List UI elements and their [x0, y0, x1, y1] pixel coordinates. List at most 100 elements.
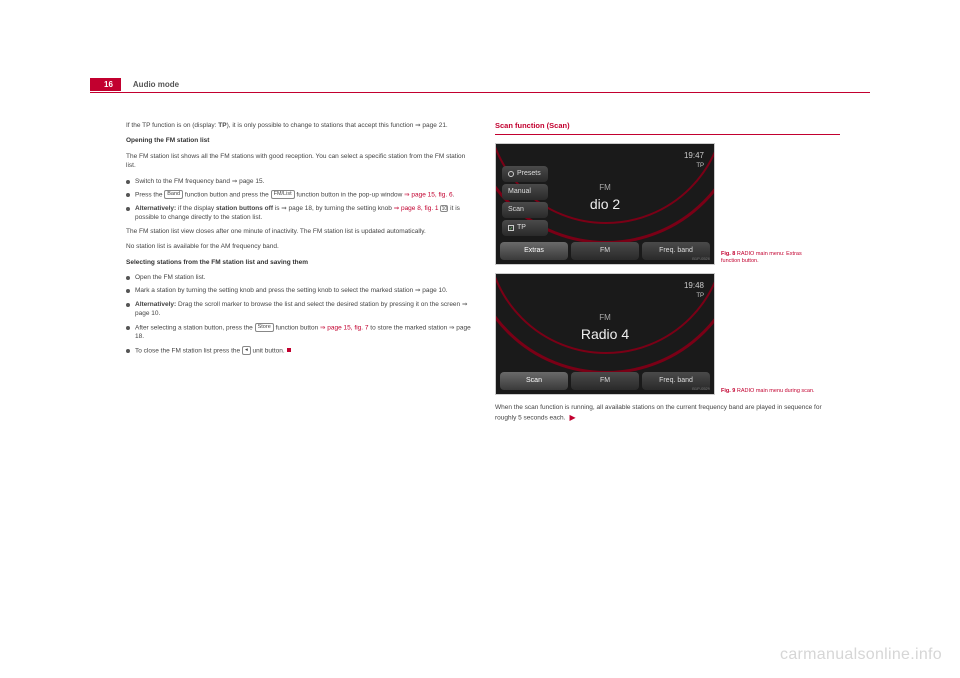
- tp-indicator: TP: [696, 162, 704, 171]
- clock: 19:48: [684, 280, 704, 292]
- band-button-label: Band: [164, 190, 183, 199]
- figure-code: B1P-0528: [692, 256, 710, 262]
- continue-arrow-icon: ▶: [569, 412, 575, 424]
- store-button-label: Store: [255, 323, 274, 332]
- scan-button[interactable]: Scan: [502, 202, 548, 218]
- fm-button[interactable]: FM: [571, 372, 639, 390]
- bullet-text: Switch to the FM frequency band ⇒ page 1…: [135, 177, 471, 186]
- radio-screen-fig8: 19:47 TP FM dio 2 Presets Manual Scan ✓T…: [495, 143, 715, 265]
- bullet-item: Open the FM station list.: [126, 273, 471, 282]
- intro-paragraph: If the TP function is on (display: TP), …: [126, 121, 471, 130]
- back-button-label: ◂: [242, 346, 251, 355]
- text: function button and press the: [183, 191, 270, 198]
- radio-screen-fig9: 19:48 TP FM Radio 4 Scan FM Freq. band B…: [495, 273, 715, 395]
- figure-number: Fig. 9: [721, 388, 735, 394]
- bottom-bar: Scan FM Freq. band: [500, 372, 710, 390]
- manual-button[interactable]: Manual: [502, 184, 548, 200]
- scan-section-heading: Scan function (Scan): [495, 121, 840, 135]
- watermark: carmanualsonline.info: [780, 646, 942, 664]
- bullet-item: After selecting a station button, press …: [126, 323, 471, 342]
- text: To close the FM station list press the: [135, 347, 242, 354]
- figure-number: Fig. 8: [721, 251, 735, 257]
- bullet-text: To close the FM station list press the ◂…: [135, 346, 471, 356]
- tp-button[interactable]: ✓TP: [502, 220, 548, 236]
- text: unit button.: [251, 347, 285, 354]
- extras-button[interactable]: Extras: [500, 242, 568, 260]
- paragraph: No station list is available for the AM …: [126, 242, 471, 251]
- fmlist-button-label: FM/List: [271, 190, 295, 199]
- left-column: If the TP function is on (display: TP), …: [126, 121, 471, 430]
- text: function button in the pop-up window: [295, 191, 405, 198]
- text-bold: Alternatively:: [135, 301, 176, 308]
- figure-8: 19:47 TP FM dio 2 Presets Manual Scan ✓T…: [495, 143, 840, 265]
- text: If the TP function is on (display:: [126, 122, 218, 129]
- bullet-item: Mark a station by turning the setting kn…: [126, 286, 471, 295]
- clock: 19:47: [684, 150, 704, 162]
- bullet-icon: [126, 207, 130, 211]
- bullet-item: Alternatively: if the display station bu…: [126, 204, 471, 223]
- figure-caption: Fig. 9 RADIO main menu during scan.: [721, 388, 817, 395]
- cross-ref: ⇒ page 8, fig. 1: [394, 205, 439, 212]
- header-rule: [90, 92, 870, 93]
- presets-button[interactable]: Presets: [502, 166, 548, 182]
- bullet-text: Press the Band function button and press…: [135, 190, 471, 200]
- figure-caption: Fig. 8 RADIO main menu: Extras function …: [721, 251, 817, 265]
- text: .: [453, 191, 455, 198]
- label: TP: [517, 223, 526, 233]
- bottom-bar: Extras FM Freq. band: [500, 242, 710, 260]
- checkbox-icon: ✓: [508, 225, 514, 231]
- text-bold: station buttons off: [216, 205, 273, 212]
- bullet-icon: [126, 326, 130, 330]
- page-header: 16 Audio mode: [90, 78, 870, 91]
- cross-ref: ⇒ page 15, fig. 6: [404, 191, 452, 198]
- paragraph: The FM station list view closes after on…: [126, 227, 471, 236]
- label: Presets: [517, 169, 541, 179]
- subheading-select-save: Selecting stations from the FM station l…: [126, 258, 471, 267]
- text: if the display: [176, 205, 216, 212]
- bullet-icon: [126, 349, 130, 353]
- fm-button[interactable]: FM: [571, 242, 639, 260]
- bullet-text: Alternatively: if the display station bu…: [135, 204, 471, 223]
- bullet-icon: [126, 193, 130, 197]
- station-label: Radio 4: [496, 324, 714, 344]
- bullet-text: Open the FM station list.: [135, 273, 471, 282]
- text: is ⇒ page 18, by turning the setting kno…: [273, 205, 394, 212]
- bullet-item: Press the Band function button and press…: [126, 190, 471, 200]
- text: Press the: [135, 191, 164, 198]
- right-column: Scan function (Scan) 19:47 TP FM dio 2 P…: [495, 121, 840, 430]
- label: Scan: [508, 205, 524, 215]
- cross-ref: ⇒ page 15, fig. 7: [320, 324, 368, 331]
- label: Manual: [508, 187, 531, 197]
- bullet-text: After selecting a station button, press …: [135, 323, 471, 342]
- figure-9: 19:48 TP FM Radio 4 Scan FM Freq. band B…: [495, 273, 840, 395]
- radio-icon: [508, 171, 514, 177]
- end-of-section-icon: [287, 348, 291, 352]
- scan-button[interactable]: Scan: [500, 372, 568, 390]
- bullet-icon: [126, 276, 130, 280]
- bullet-item: Switch to the FM frequency band ⇒ page 1…: [126, 177, 471, 186]
- figure-caption-text: RADIO main menu during scan.: [737, 388, 815, 394]
- tp-indicator: TP: [696, 292, 704, 301]
- bullet-icon: [126, 303, 130, 307]
- page-number: 16: [90, 78, 121, 91]
- band-label: FM: [496, 312, 714, 324]
- scan-footer-paragraph: When the scan function is running, all a…: [495, 403, 840, 424]
- bullet-item: To close the FM station list press the ◂…: [126, 346, 471, 356]
- bullet-item: Alternatively: Drag the scroll marker to…: [126, 300, 471, 319]
- text: When the scan function is running, all a…: [495, 404, 822, 422]
- bullet-icon: [126, 180, 130, 184]
- extras-menu: Presets Manual Scan ✓TP: [502, 166, 548, 237]
- text: Drag the scroll marker to browse the lis…: [135, 301, 467, 317]
- tp-label: TP: [218, 122, 226, 129]
- text: ), it is only possible to change to stat…: [227, 122, 448, 129]
- bullet-icon: [126, 289, 130, 293]
- bullet-text: Mark a station by turning the setting kn…: [135, 286, 471, 295]
- section-title: Audio mode: [121, 80, 179, 89]
- paragraph: The FM station list shows all the FM sta…: [126, 152, 471, 171]
- text: function button: [274, 324, 320, 331]
- bullet-text: Alternatively: Drag the scroll marker to…: [135, 300, 471, 319]
- text: After selecting a station button, press …: [135, 324, 255, 331]
- figure-code: B1P-0529: [692, 386, 710, 392]
- subheading-open-fm: Opening the FM station list: [126, 136, 471, 145]
- text-bold: Alternatively:: [135, 205, 176, 212]
